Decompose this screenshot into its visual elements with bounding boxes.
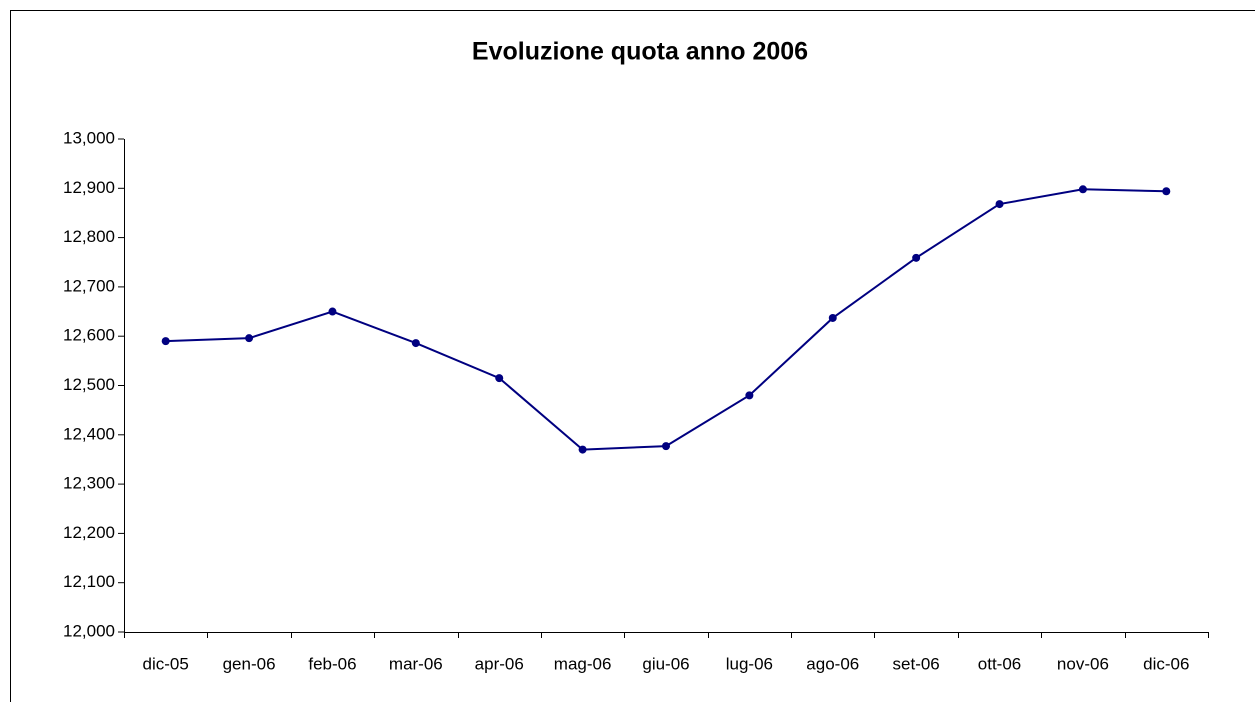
data-point: [995, 200, 1004, 209]
y-tick-label: 12,700: [63, 276, 115, 295]
x-tick-label: ago-06: [806, 654, 859, 673]
data-point: [1162, 187, 1171, 196]
y-tick-label: 12,900: [63, 178, 115, 197]
y-tick-label: 12,200: [63, 523, 115, 542]
y-tick-label: 12,000: [63, 621, 115, 640]
y-tick-label: 12,800: [63, 227, 115, 246]
y-tick-label: 12,400: [63, 424, 115, 443]
data-point: [912, 253, 921, 262]
y-tick-label: 12,500: [63, 375, 115, 394]
x-tick-label: lug-06: [726, 654, 773, 673]
x-tick-label: gen-06: [223, 654, 276, 673]
data-point: [662, 442, 670, 451]
x-tick-label: ott-06: [978, 654, 1021, 673]
x-tick-label: dic-06: [1143, 654, 1189, 673]
data-point: [245, 334, 254, 343]
x-tick-label: nov-06: [1057, 654, 1109, 673]
data-point: [828, 313, 837, 322]
data-point: [161, 337, 170, 346]
data-point: [328, 307, 337, 316]
y-tick-label: 12,300: [63, 474, 115, 493]
x-tick-label: mag-06: [554, 654, 612, 673]
x-tick-label: dic-05: [143, 654, 189, 673]
data-point: [495, 374, 504, 383]
y-tick-label: 12,100: [63, 572, 115, 591]
data-point: [1078, 185, 1087, 194]
data-point: [745, 391, 754, 400]
x-tick-label: feb-06: [308, 654, 356, 673]
x-tick-label: set-06: [893, 654, 940, 673]
x-tick-label: giu-06: [642, 654, 689, 673]
y-tick-label: 12,600: [63, 326, 115, 345]
y-tick-label: 13,000: [63, 128, 115, 147]
data-point: [411, 339, 420, 348]
x-tick-label: mar-06: [389, 654, 443, 673]
x-tick-label: apr-06: [475, 654, 524, 673]
data-point: [578, 445, 587, 454]
chart-title: Evoluzione quota anno 2006: [472, 38, 808, 66]
chart-border: [10, 10, 1255, 702]
